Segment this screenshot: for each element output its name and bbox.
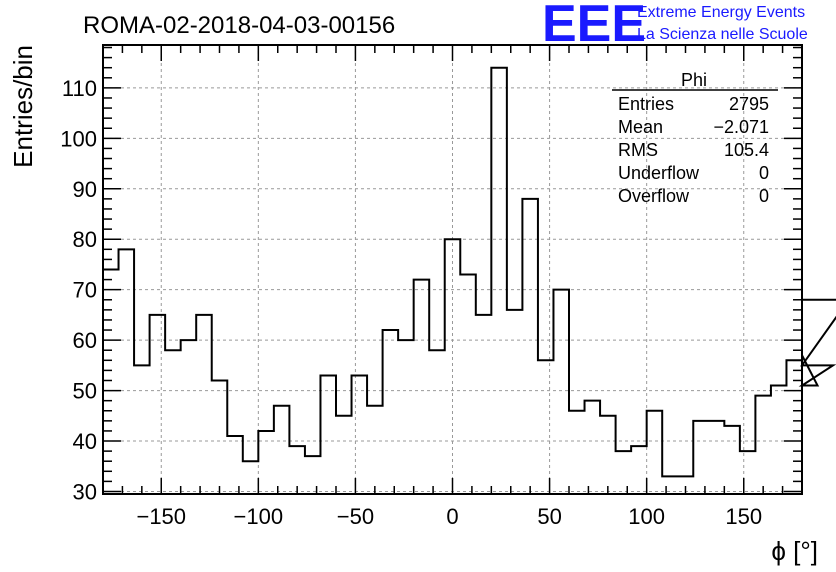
histogram-bin (631, 446, 647, 494)
histogram-bin (119, 249, 135, 494)
histogram-bin (569, 411, 585, 494)
histogram-bin (693, 421, 709, 494)
stats-label: Entries (618, 94, 674, 114)
histogram-bin (134, 365, 150, 494)
stats-label: Underflow (618, 163, 700, 183)
stats-label: Mean (618, 117, 663, 137)
y-axis-label: Entries/bin (8, 45, 38, 168)
histogram-bin (398, 340, 414, 494)
stats-box: Phi Entries 2795 Mean −2.071 RMS 105.4 Underfl… (612, 70, 778, 206)
histogram-bin (740, 451, 756, 494)
eee-logo-mark: EEE (542, 0, 646, 53)
y-tick-label: 80 (73, 227, 97, 252)
y-tick-label: 40 (73, 429, 97, 454)
histogram-bin (150, 315, 166, 494)
histogram-bin (336, 416, 352, 494)
x-tick-label: 50 (537, 504, 561, 529)
histogram-bin (367, 406, 383, 494)
logo-line-1: Extreme Energy Events (637, 4, 805, 21)
histogram-bin (709, 421, 725, 494)
x-tick-label: 100 (628, 504, 665, 529)
histogram-bin (103, 270, 119, 495)
histogram-bin (647, 411, 663, 494)
x-tick-labels: −150 −100 −50 0 50 100 150 (136, 504, 762, 529)
histogram-bin (460, 275, 476, 494)
histogram-bin (600, 416, 616, 494)
histogram-bin (491, 68, 507, 494)
histogram-bin (662, 476, 678, 494)
y-tick-label: 90 (73, 177, 97, 202)
histogram-outline (103, 66, 836, 478)
histogram-bin (538, 360, 554, 494)
histogram-bin (352, 375, 368, 494)
stats-title: Phi (681, 70, 707, 90)
stats-value: −2.071 (713, 117, 769, 137)
x-tick-label: −100 (234, 504, 284, 529)
stats-label: Overflow (618, 186, 690, 206)
y-tick-label: 60 (73, 328, 97, 353)
histogram-bin (243, 461, 259, 494)
histogram-bin (585, 401, 601, 494)
histogram-bin (212, 380, 228, 494)
histogram-bin (724, 426, 740, 494)
stats-value: 2795 (729, 94, 769, 114)
histogram-bin (383, 330, 399, 494)
stats-label: RMS (618, 140, 658, 160)
histogram-bin (553, 290, 569, 494)
y-tick-label: 70 (73, 278, 97, 303)
histogram-bin (414, 280, 430, 494)
x-axis-label: ϕ [°] (771, 536, 818, 566)
histogram-bin (771, 386, 787, 494)
stats-value: 105.4 (724, 140, 769, 160)
axis-ticks (102, 45, 803, 494)
histogram-bin (274, 406, 290, 494)
x-tick-label: −50 (337, 504, 374, 529)
stats-value: 0 (759, 186, 769, 206)
histogram-bin (258, 431, 274, 494)
histogram-bin (755, 396, 771, 494)
histogram-bin (476, 315, 492, 494)
histogram-bin (320, 375, 336, 494)
chart-title: ROMA-02-2018-04-03-00156 (83, 12, 395, 39)
x-tick-label: 0 (446, 504, 458, 529)
histogram-bin (429, 350, 445, 494)
stats-value: 0 (759, 163, 769, 183)
y-tick-label: 110 (62, 76, 97, 101)
histogram-bin (165, 350, 181, 494)
histogram-bin (181, 340, 197, 494)
y-tick-label: 100 (60, 126, 97, 151)
histogram-bin (227, 436, 243, 494)
histogram-bin (445, 239, 461, 494)
x-tick-label: −150 (136, 504, 186, 529)
x-tick-label: 150 (725, 504, 762, 529)
histogram-bin (196, 315, 212, 494)
logo-line-2: La Scienza nelle Scuole (637, 26, 808, 43)
y-tick-label: 30 (73, 479, 97, 504)
y-tick-labels: 30 40 50 60 70 80 90 100 110 (60, 76, 97, 505)
histogram-bin (305, 456, 321, 494)
histogram-bin (522, 199, 538, 494)
histogram-bin (616, 451, 632, 494)
histogram-bin (507, 310, 523, 494)
y-tick-label: 50 (73, 379, 97, 404)
histogram-series (103, 66, 836, 495)
